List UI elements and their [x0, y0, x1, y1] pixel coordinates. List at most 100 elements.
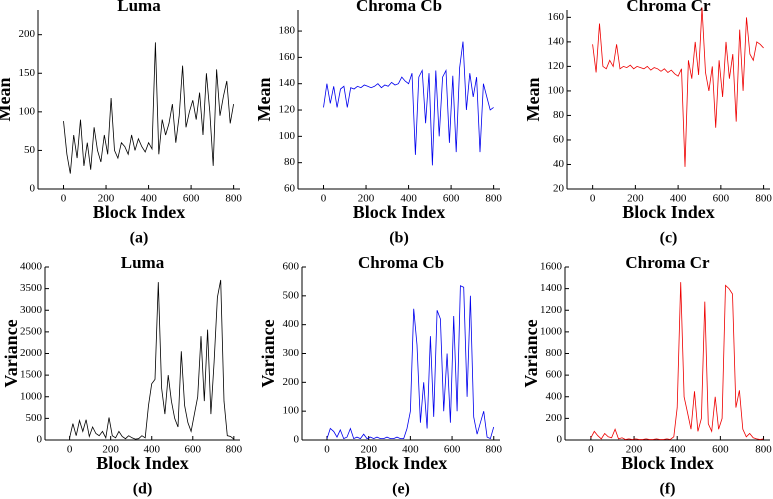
y-tick-label: 1600	[540, 261, 563, 273]
y-tick-label: 40	[553, 158, 565, 170]
y-tick-label: 600	[283, 261, 300, 273]
y-tick-label: 200	[546, 412, 563, 424]
x-axis-label: Block Index	[93, 202, 186, 222]
x-tick-label: 200	[360, 444, 377, 456]
x-tick-label: 200	[626, 444, 643, 456]
x-axis-label: Block Index	[355, 453, 448, 473]
x-tick-label: 800	[226, 444, 243, 456]
y-tick-label: 100	[19, 105, 36, 117]
y-tick-label: 160	[279, 51, 296, 63]
y-tick-label: 2500	[20, 325, 43, 337]
chart-title: Chroma Cr	[625, 253, 710, 272]
chart-title: Chroma Cb	[356, 0, 442, 15]
y-tick-label: 1000	[20, 390, 43, 402]
x-tick-label: 200	[627, 193, 644, 205]
x-tick-label: 600	[183, 193, 200, 205]
x-tick-label: 800	[485, 444, 502, 456]
caption: (e)	[392, 481, 410, 498]
chart-title: Luma	[121, 253, 165, 272]
y-axis-label: Variance	[258, 319, 278, 387]
x-tick-label: 600	[185, 444, 202, 456]
y-tick-label: 50	[24, 144, 36, 156]
x-tick-label: 400	[670, 193, 687, 205]
x-tick-label: 400	[143, 444, 160, 456]
x-tick-label: 0	[67, 444, 73, 456]
y-axis-label: Mean	[523, 78, 543, 122]
x-axis-label: Block Index	[96, 453, 189, 473]
data-line	[326, 285, 495, 440]
caption: (d)	[133, 481, 153, 498]
caption: (a)	[130, 230, 149, 247]
x-tick-label: 400	[140, 193, 157, 205]
y-axis-label: Mean	[254, 78, 274, 122]
x-tick-label: 600	[444, 444, 461, 456]
x-tick-label: 0	[321, 193, 327, 205]
y-tick-label: 140	[279, 77, 296, 89]
y-tick-label: 1000	[540, 325, 563, 337]
y-tick-label: 80	[553, 109, 565, 121]
x-tick-label: 800	[755, 444, 772, 456]
x-tick-label: 0	[590, 193, 596, 205]
y-tick-label: 300	[283, 347, 300, 359]
x-tick-label: 400	[400, 193, 417, 205]
y-tick-label: 60	[553, 133, 565, 145]
y-tick-label: 120	[548, 60, 565, 72]
x-tick-label: 800	[485, 193, 502, 205]
x-tick-label: 200	[102, 444, 119, 456]
y-tick-label: 200	[283, 376, 300, 388]
y-tick-label: 4000	[20, 261, 43, 273]
x-tick-label: 600	[713, 193, 730, 205]
data-line	[69, 279, 235, 440]
y-tick-label: 160	[548, 11, 565, 23]
x-tick-label: 200	[98, 193, 115, 205]
x-tick-label: 800	[225, 193, 242, 205]
y-tick-label: 800	[546, 347, 563, 359]
x-tick-label: 400	[402, 444, 419, 456]
y-tick-label: 100	[279, 130, 296, 142]
y-tick-label: 120	[279, 104, 296, 116]
x-axis-label: Block Index	[621, 453, 714, 473]
x-tick-label: 0	[324, 444, 330, 456]
x-tick-label: 400	[669, 444, 686, 456]
y-tick-label: 0	[37, 434, 43, 446]
x-tick-label: 0	[61, 193, 67, 205]
caption: (f)	[660, 481, 676, 498]
data-line	[323, 41, 494, 166]
y-tick-label: 0	[294, 434, 300, 446]
y-tick-label: 80	[284, 156, 296, 168]
data-line	[63, 42, 234, 174]
y-tick-label: 0	[30, 183, 36, 195]
x-tick-label: 0	[588, 444, 594, 456]
chart-title: Luma	[117, 0, 161, 15]
x-axis-label: Block Index	[622, 202, 715, 222]
y-tick-label: 200	[19, 28, 36, 40]
y-tick-label: 140	[548, 35, 565, 47]
x-tick-label: 600	[712, 444, 729, 456]
y-axis-label: Variance	[521, 319, 541, 387]
y-tick-label: 3000	[20, 304, 43, 316]
y-tick-label: 180	[279, 25, 296, 37]
y-tick-label: 500	[26, 412, 43, 424]
x-tick-label: 600	[443, 193, 460, 205]
y-tick-label: 1500	[20, 369, 43, 381]
y-tick-label: 60	[284, 183, 296, 195]
chart-title: Chroma Cr	[626, 0, 711, 15]
y-tick-label: 2000	[20, 347, 43, 359]
data-line	[590, 282, 764, 440]
y-axis-label: Mean	[0, 78, 14, 122]
y-tick-label: 0	[557, 434, 563, 446]
caption: (c)	[660, 230, 678, 247]
x-tick-label: 200	[358, 193, 375, 205]
y-tick-label: 400	[283, 318, 300, 330]
y-tick-label: 600	[546, 369, 563, 381]
y-tick-label: 1200	[540, 304, 563, 316]
x-axis-label: Block Index	[353, 202, 446, 222]
caption: (b)	[389, 230, 409, 247]
chart-title: Chroma Cb	[358, 253, 444, 272]
y-tick-label: 1400	[540, 282, 563, 294]
y-axis-label: Variance	[1, 319, 21, 387]
y-tick-label: 100	[548, 84, 565, 96]
y-tick-label: 500	[283, 289, 300, 301]
y-tick-label: 20	[553, 183, 565, 195]
